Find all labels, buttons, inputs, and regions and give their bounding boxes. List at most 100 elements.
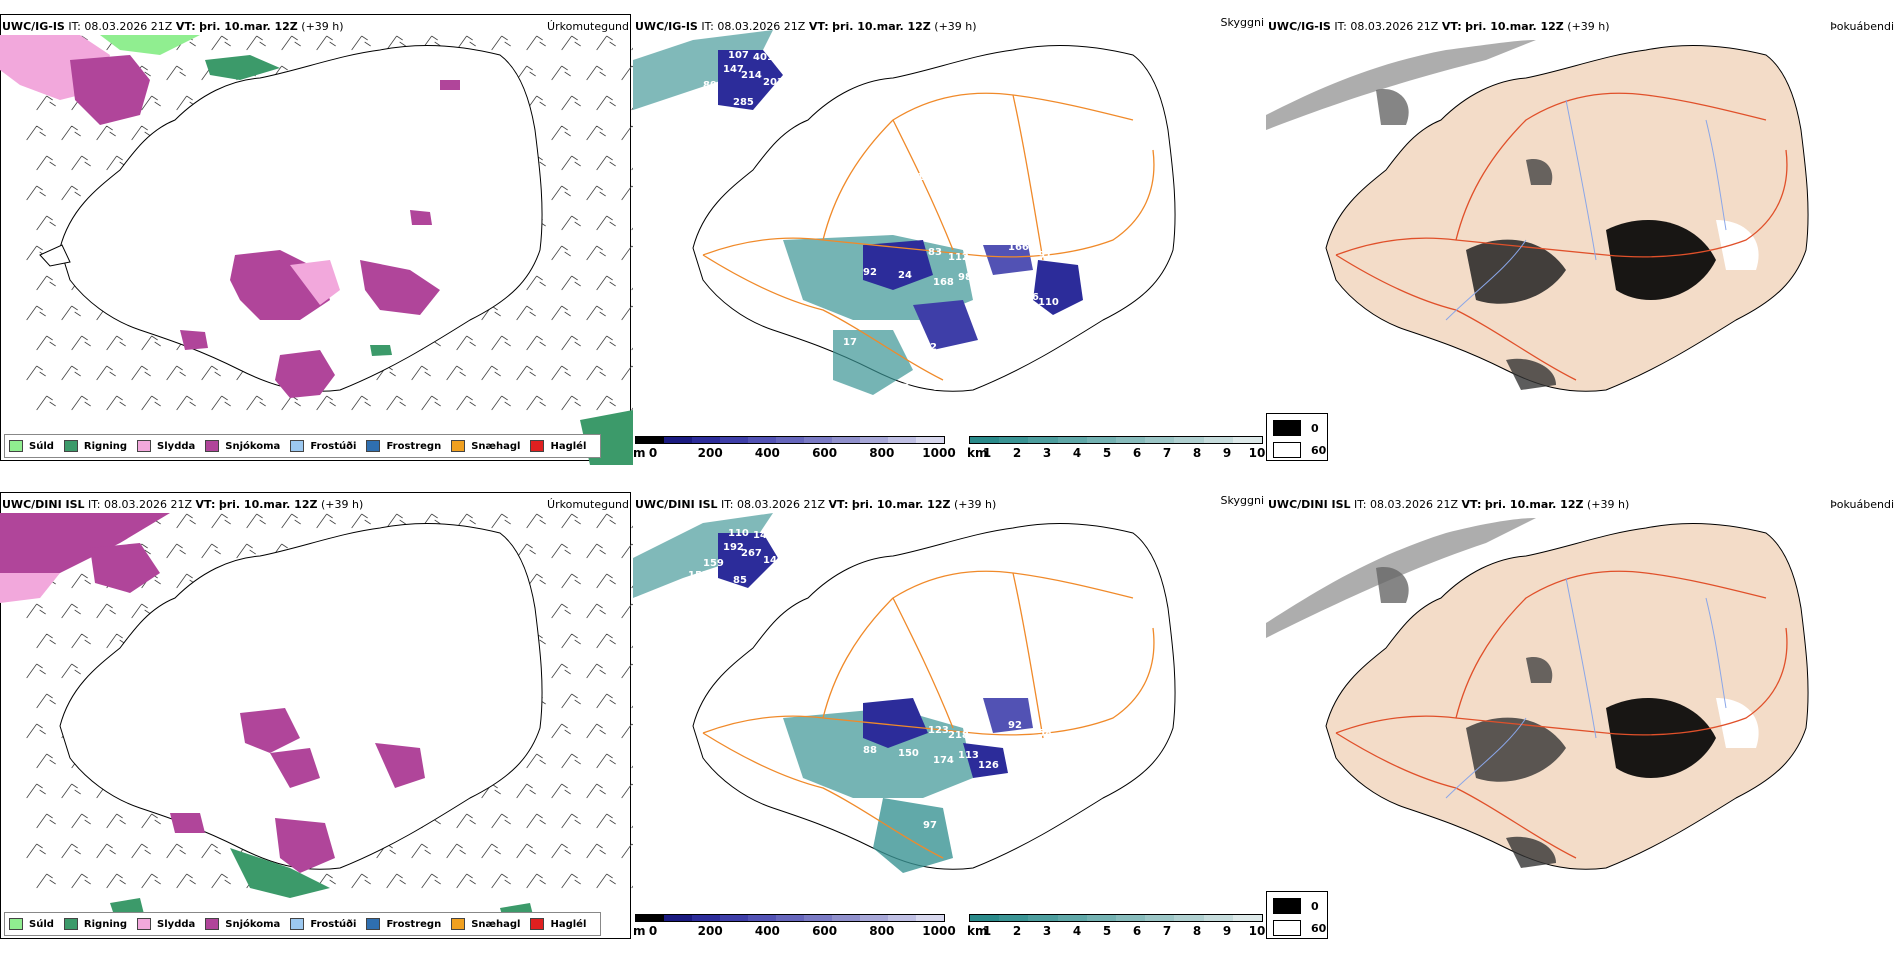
ceiling-value: 58 xyxy=(953,357,967,368)
ceiling-value: 71 xyxy=(903,650,917,661)
scale-cell xyxy=(636,915,664,921)
tick-label: 7 xyxy=(1162,446,1172,460)
vt-label: VT: xyxy=(175,20,196,33)
wind-barb xyxy=(621,125,633,141)
wind-barb xyxy=(516,543,536,559)
wind-barb xyxy=(621,305,633,321)
wind-barb xyxy=(71,633,91,649)
wind-barb xyxy=(596,573,616,589)
legend-item: Frostúði xyxy=(290,440,356,452)
fog-legend: 0 60 xyxy=(1266,413,1328,461)
fog-legend-label: 0 xyxy=(1311,421,1319,435)
wind-barb xyxy=(481,843,501,859)
scale-cell xyxy=(1086,437,1117,443)
it-label: IT: xyxy=(68,20,81,33)
tick-label: 9 xyxy=(1222,924,1232,938)
wind-barb xyxy=(316,395,336,411)
wind-barb xyxy=(551,663,571,679)
tick-label: 8 xyxy=(1192,446,1202,460)
scale-cell xyxy=(860,437,888,443)
wind-barb xyxy=(561,215,581,231)
ceiling-value: 38 xyxy=(1038,775,1052,786)
tick-label: 10 xyxy=(1248,446,1266,460)
wind-barb xyxy=(586,663,606,679)
wind-barb xyxy=(621,783,633,799)
vt-value: þri. 10.mar. 12Z xyxy=(199,20,298,33)
ceiling-value: 152 xyxy=(688,570,709,581)
wind-barb xyxy=(211,35,231,51)
ceiling-value: 192 xyxy=(723,542,744,553)
scale-cell xyxy=(748,437,776,443)
wind-barb xyxy=(246,513,266,529)
wind-barb xyxy=(621,843,633,859)
wind-barb xyxy=(36,395,56,411)
scale-cell xyxy=(1116,915,1146,921)
ceiling-value: 113 xyxy=(958,750,979,761)
legend-swatch xyxy=(137,918,152,930)
fog-plume xyxy=(1266,40,1536,130)
wind-barb xyxy=(526,335,546,351)
wind-barb xyxy=(551,543,571,559)
wind-barb xyxy=(491,873,511,889)
wind-barb xyxy=(586,723,606,739)
it-label: IT: xyxy=(1354,498,1367,511)
wind-barb xyxy=(61,185,81,201)
tick-label: 800 xyxy=(869,446,895,460)
wind-barb xyxy=(141,813,161,829)
panel-header: UWC/DINI ISL IT: 08.03.2026 21Z VT: þri.… xyxy=(2,498,363,511)
wind-barb xyxy=(211,395,231,411)
map-frame xyxy=(0,14,631,461)
wind-barb xyxy=(26,305,46,321)
lead-time: (+39 h) xyxy=(320,498,364,511)
wind-barb xyxy=(621,663,633,679)
scale-cell xyxy=(1086,915,1117,921)
wind-barb xyxy=(201,365,221,381)
vt-value: þri. 10.mar. 12Z xyxy=(851,498,951,511)
wind-barb xyxy=(131,365,151,381)
wind-barb xyxy=(316,35,336,51)
ceiling-value: 58 xyxy=(1038,728,1052,739)
wind-barb xyxy=(36,275,56,291)
wind-barb xyxy=(141,873,161,889)
wind-barb xyxy=(351,395,371,411)
legend-swatch xyxy=(9,918,23,930)
wind-barb xyxy=(386,873,406,889)
tick-label: 5 xyxy=(1102,924,1112,938)
wind-barb xyxy=(621,185,633,201)
wind-barb xyxy=(201,543,221,559)
wind-barb xyxy=(246,395,266,411)
wind-barb xyxy=(551,305,571,321)
wind-barb xyxy=(411,843,431,859)
wind-barb xyxy=(71,395,91,411)
wind-barb xyxy=(561,35,581,51)
ceiling-value: 89 xyxy=(703,80,717,91)
tick-label: 10 xyxy=(1248,924,1266,938)
wind-barb xyxy=(71,155,91,171)
wind-barb xyxy=(166,65,186,81)
ceiling-value: 87 xyxy=(893,392,907,403)
vt-value: þri. 10.mar. 12Z xyxy=(218,498,318,511)
legend-swatch xyxy=(366,440,381,452)
wind-barb xyxy=(551,245,571,261)
fog-map: UWC/IG-IS IT: 08.03.2026 21Z VT: þri. 10… xyxy=(1266,0,1900,475)
wind-barb xyxy=(26,185,46,201)
ceiling-value: 186 xyxy=(1018,292,1039,303)
ceiling-value: 141 xyxy=(753,530,774,541)
ceiling-value: 159 xyxy=(703,558,724,569)
wind-barb xyxy=(446,843,466,859)
precip-legend: Súld Rigning Slydda Snjókoma Frostúði Frostre… xyxy=(4,912,602,936)
wind-barb xyxy=(61,843,81,859)
wind-barb xyxy=(281,513,301,529)
legend-label: Snjókoma xyxy=(225,918,281,930)
wind-barb xyxy=(386,395,406,411)
visibility-unit: km xyxy=(967,924,988,938)
wind-barb xyxy=(561,335,581,351)
scale-cell xyxy=(1174,915,1204,921)
fog-legend: 0 60 xyxy=(1266,891,1328,939)
ceiling-value: 113 xyxy=(953,835,974,846)
wind-barb xyxy=(551,185,571,201)
legend-item: Súld xyxy=(9,918,54,930)
vt-label: VT: xyxy=(828,498,849,511)
scale-cell xyxy=(860,915,888,921)
